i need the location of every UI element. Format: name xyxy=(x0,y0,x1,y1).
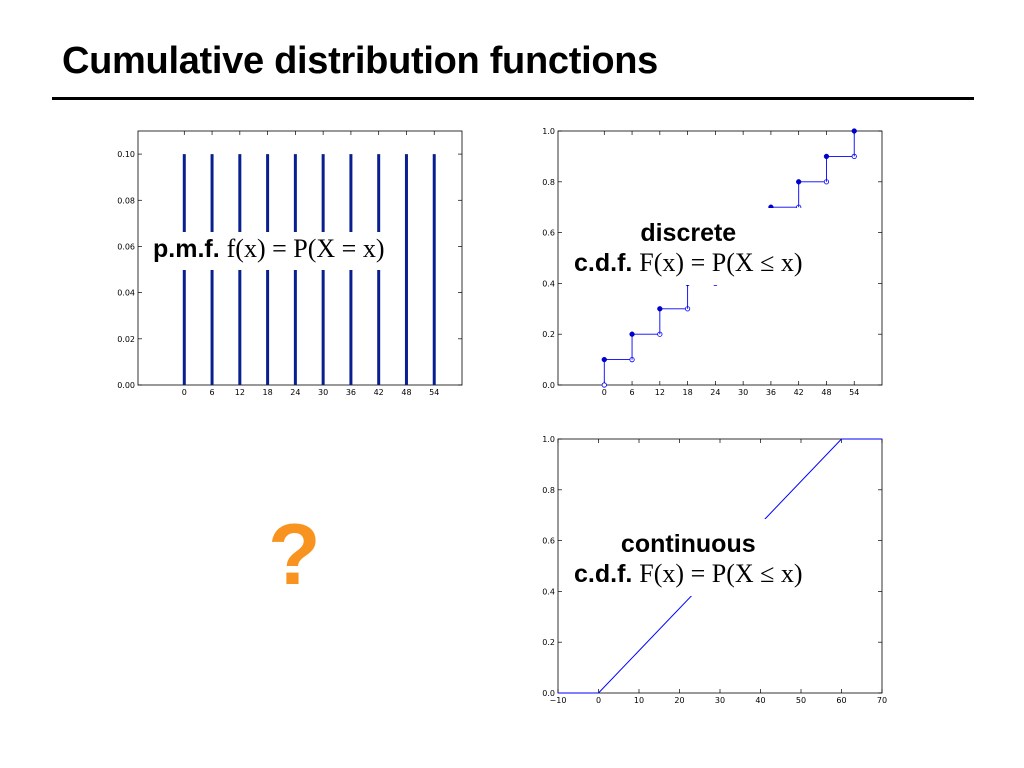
pmf-label: p.m.f. xyxy=(153,235,220,263)
cdf-closed-point xyxy=(601,356,607,363)
cdf-closed-point xyxy=(629,331,635,337)
y-tick-label: 0.2 xyxy=(542,638,555,647)
plot-frame xyxy=(137,130,463,386)
x-tick-label: 54 xyxy=(849,388,859,397)
x-tick-label: 70 xyxy=(877,696,887,705)
x-tick-label: 0 xyxy=(596,696,601,705)
x-tick-label: 0 xyxy=(182,388,187,397)
y-tick-label: 0.0 xyxy=(542,381,555,390)
y-tick-label: 0.00 xyxy=(117,381,135,390)
x-tick-label: 20 xyxy=(674,696,684,705)
pmf-formula-box: p.m.f. f(x) = P(X = x) xyxy=(149,232,391,270)
discrete-cdf-label: c.d.f. xyxy=(574,249,633,277)
continuous-cdf-formula-box: continuous c.d.f. F(x) = P(X ≤ x) xyxy=(568,519,809,596)
pmf-formula: f(x) = P(X = x) xyxy=(226,234,385,263)
x-tick-label: 24 xyxy=(710,388,720,397)
slide-title: Cumulative distribution functions xyxy=(62,40,658,82)
x-tick-label: −10 xyxy=(550,696,567,705)
x-tick-label: 24 xyxy=(290,388,300,397)
discrete-cdf-formula-box: discrete c.d.f. F(x) = P(X ≤ x) xyxy=(568,208,809,285)
x-tick-label: 18 xyxy=(263,388,273,397)
y-tick-label: 0.04 xyxy=(117,289,135,298)
x-tick-label: 36 xyxy=(346,388,356,397)
y-tick-label: 1.0 xyxy=(542,127,555,136)
x-tick-label: 54 xyxy=(429,388,439,397)
y-tick-label: 0.10 xyxy=(117,150,135,159)
y-tick-label: 0.6 xyxy=(542,537,555,546)
cdf-closed-point xyxy=(823,153,830,160)
cdf-open-point xyxy=(601,382,607,388)
y-tick-label: 0.08 xyxy=(117,196,135,205)
continuous-heading: continuous xyxy=(620,530,756,558)
title-divider xyxy=(52,97,974,100)
x-tick-label: 42 xyxy=(794,388,804,397)
x-tick-label: 42 xyxy=(374,388,384,397)
x-tick-label: 50 xyxy=(796,696,806,705)
y-tick-label: 0.8 xyxy=(542,486,555,495)
x-tick-label: 30 xyxy=(318,388,328,397)
x-tick-label: 0 xyxy=(602,388,607,397)
y-tick-label: 0.06 xyxy=(117,242,135,251)
cdf-closed-point xyxy=(796,179,802,185)
y-tick-label: 1.0 xyxy=(542,435,555,444)
y-tick-label: 0.0 xyxy=(542,689,555,698)
y-tick-label: 0.4 xyxy=(542,587,555,596)
x-tick-label: 12 xyxy=(655,388,665,397)
x-tick-label: 6 xyxy=(210,388,215,397)
discrete-cdf-formula: F(x) = P(X ≤ x) xyxy=(639,248,803,277)
x-tick-label: 40 xyxy=(755,696,765,705)
x-tick-label: 10 xyxy=(634,696,644,705)
discrete-heading: discrete xyxy=(640,219,737,247)
x-tick-label: 48 xyxy=(401,388,411,397)
x-tick-label: 6 xyxy=(630,388,635,397)
y-tick-label: 0.8 xyxy=(542,178,555,187)
y-tick-label: 0.02 xyxy=(117,335,135,344)
x-tick-label: 48 xyxy=(821,388,831,397)
y-tick-label: 0.6 xyxy=(542,229,555,238)
x-tick-label: 30 xyxy=(715,696,725,705)
x-tick-label: 60 xyxy=(836,696,846,705)
cdf-closed-point xyxy=(657,306,663,312)
x-tick-label: 12 xyxy=(235,388,245,397)
question-mark: ? xyxy=(268,507,321,603)
y-tick-label: 0.4 xyxy=(542,279,555,288)
plot-frame xyxy=(557,130,883,386)
cdf-closed-point xyxy=(851,128,857,134)
continuous-cdf-formula: F(x) = P(X ≤ x) xyxy=(639,559,803,588)
x-tick-label: 30 xyxy=(738,388,748,397)
y-tick-label: 0.2 xyxy=(542,330,555,339)
continuous-cdf-label: c.d.f. xyxy=(574,560,633,588)
x-tick-label: 36 xyxy=(766,388,776,397)
x-tick-label: 18 xyxy=(683,388,693,397)
